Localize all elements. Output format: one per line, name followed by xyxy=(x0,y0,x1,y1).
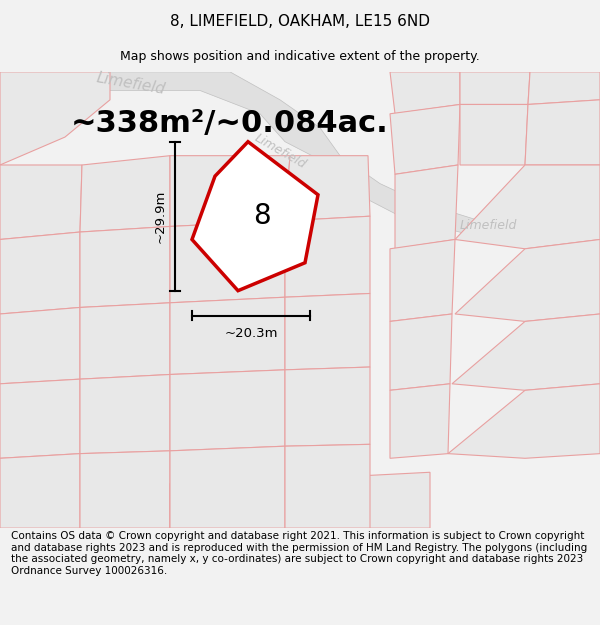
Polygon shape xyxy=(390,104,460,174)
Polygon shape xyxy=(340,472,430,528)
Text: Limefield: Limefield xyxy=(460,219,517,232)
Polygon shape xyxy=(448,384,600,458)
Polygon shape xyxy=(285,216,370,298)
Polygon shape xyxy=(528,72,600,104)
Text: 8: 8 xyxy=(253,202,271,230)
Polygon shape xyxy=(330,156,600,254)
Polygon shape xyxy=(170,446,285,528)
Polygon shape xyxy=(80,72,340,165)
Polygon shape xyxy=(0,165,82,239)
Polygon shape xyxy=(525,100,600,165)
Text: ~338m²/~0.084ac.: ~338m²/~0.084ac. xyxy=(71,109,389,138)
Polygon shape xyxy=(0,232,80,314)
Polygon shape xyxy=(460,72,530,104)
Polygon shape xyxy=(0,72,110,165)
Polygon shape xyxy=(455,165,600,249)
Polygon shape xyxy=(192,142,318,291)
Polygon shape xyxy=(250,477,340,528)
Polygon shape xyxy=(0,308,80,384)
Polygon shape xyxy=(80,451,170,528)
Polygon shape xyxy=(170,298,285,374)
Polygon shape xyxy=(460,104,528,165)
Polygon shape xyxy=(170,370,285,451)
Polygon shape xyxy=(80,374,170,454)
Polygon shape xyxy=(80,302,170,379)
Polygon shape xyxy=(285,367,370,446)
Text: ~29.9m: ~29.9m xyxy=(154,189,167,243)
Polygon shape xyxy=(285,156,370,221)
Polygon shape xyxy=(285,294,370,370)
Polygon shape xyxy=(0,454,80,528)
Polygon shape xyxy=(452,314,600,391)
Text: Map shows position and indicative extent of the property.: Map shows position and indicative extent… xyxy=(120,49,480,62)
Text: 8, LIMEFIELD, OAKHAM, LE15 6ND: 8, LIMEFIELD, OAKHAM, LE15 6ND xyxy=(170,14,430,29)
Polygon shape xyxy=(390,72,460,114)
Polygon shape xyxy=(390,239,455,321)
Polygon shape xyxy=(0,379,80,458)
Polygon shape xyxy=(455,239,600,321)
Polygon shape xyxy=(170,477,250,528)
Polygon shape xyxy=(170,221,285,302)
Polygon shape xyxy=(80,226,170,308)
Text: Limefield: Limefield xyxy=(252,131,308,171)
Polygon shape xyxy=(170,156,290,226)
Polygon shape xyxy=(390,314,452,391)
Polygon shape xyxy=(395,165,458,249)
Polygon shape xyxy=(390,384,450,458)
Text: ~20.3m: ~20.3m xyxy=(224,327,278,340)
Text: Contains OS data © Crown copyright and database right 2021. This information is : Contains OS data © Crown copyright and d… xyxy=(11,531,587,576)
Polygon shape xyxy=(80,156,170,232)
Polygon shape xyxy=(285,444,370,528)
Text: Limefield: Limefield xyxy=(95,71,166,98)
